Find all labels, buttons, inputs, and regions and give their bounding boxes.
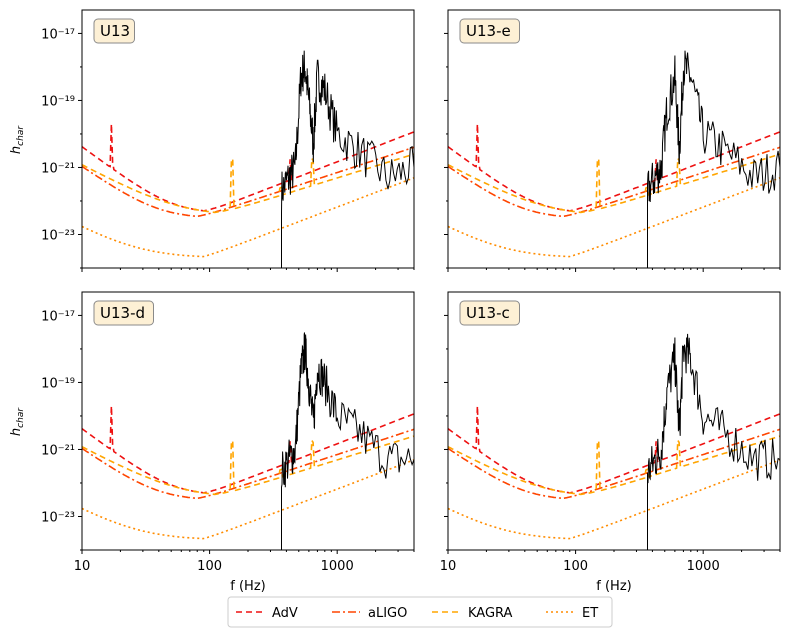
legend-frame [227, 596, 613, 628]
ylabel-top-main: h [9, 146, 24, 154]
plot-area [82, 50, 414, 268]
panel-label: U13-d [100, 304, 145, 322]
svg-text:hchar: hchar [9, 407, 26, 436]
y-tick-label: 10⁻²³ [41, 228, 75, 243]
plot-area [82, 332, 414, 550]
legend-label-et: ET [582, 606, 598, 621]
series-adv-line [82, 123, 414, 212]
x-tick-label: 1000 [321, 559, 354, 574]
series-aligo-line [448, 146, 780, 218]
panel-label: U13-e [466, 22, 511, 40]
plot-area [448, 333, 780, 550]
series-aligo-line [448, 428, 780, 500]
series-kagra-line [82, 435, 414, 496]
x-tick-label: 1000 [687, 559, 720, 574]
signal-line [647, 50, 780, 268]
signal-line [281, 332, 414, 550]
plot-area [448, 50, 780, 268]
legend-label-aligo: aLIGO [368, 606, 407, 621]
y-tick-label: 10⁻¹⁹ [41, 94, 75, 109]
x-tick-label: 100 [197, 559, 222, 574]
series-et-line [82, 459, 414, 540]
series-aligo-line [82, 146, 414, 218]
y-tick-label: 10⁻¹⁷ [41, 309, 75, 324]
signal-line [281, 50, 414, 268]
y-tick-label: 10⁻¹⁹ [41, 376, 75, 391]
series-et-line [82, 177, 414, 258]
series-kagra-line [82, 153, 414, 214]
ylabel-top-sub: char [16, 125, 26, 146]
x-tick-label: 100 [563, 559, 588, 574]
xlabel-left: f (Hz) [230, 579, 265, 594]
y-tick-label: 10⁻²¹ [41, 161, 75, 176]
panel-label: U13-c [466, 304, 510, 322]
x-tick-label: 10 [74, 559, 91, 574]
axes-frame [447, 291, 781, 551]
panel-label-box [459, 18, 520, 44]
panel-u13-e: U13-e [444, 9, 781, 272]
panel-label-box [459, 300, 520, 326]
series-kagra-line [448, 153, 780, 214]
svg-text:hchar: hchar [9, 125, 26, 154]
signal-line [647, 333, 780, 550]
xlabel-right: f (Hz) [596, 579, 631, 594]
panel-label: U13 [100, 22, 130, 40]
ylabel-bottom-main: h [9, 428, 24, 436]
legend-label-kagra: KAGRA [468, 606, 513, 621]
panel-u13-d: 10⁻¹⁷ 10⁻¹⁹ 10⁻²¹ 10⁻²³ 10 100 1000 U13-d [41, 291, 415, 574]
ylabel-bottom-sub: char [16, 407, 26, 428]
y-tick-label: 10⁻²¹ [41, 443, 75, 458]
series-aligo-line [82, 428, 414, 500]
legend-label-adv: AdV [272, 606, 298, 621]
series-adv-line [448, 123, 780, 212]
series-et-line [448, 177, 780, 258]
axes-frame [81, 291, 415, 551]
series-adv-line [82, 405, 414, 494]
legend: AdV aLIGO KAGRA ET [227, 596, 613, 628]
y-tick-label: 10⁻²³ [41, 510, 75, 525]
x-tick-label: 10 [440, 559, 457, 574]
panel-label-box [93, 300, 154, 326]
series-et-line [448, 459, 780, 540]
panel-u13-c: 10 100 1000 U13-c [440, 291, 781, 574]
series-adv-line [448, 405, 780, 494]
series-kagra-line [448, 435, 780, 496]
axes-frame [447, 9, 781, 269]
y-tick-label: 10⁻¹⁷ [41, 27, 75, 42]
panel-label-box [93, 18, 135, 44]
panel-u13: 10⁻¹⁷ 10⁻¹⁹ 10⁻²¹ 10⁻²³ U13 [41, 9, 415, 272]
ylabel-top: hchar [9, 125, 26, 154]
ylabel-bottom: hchar [9, 407, 26, 436]
